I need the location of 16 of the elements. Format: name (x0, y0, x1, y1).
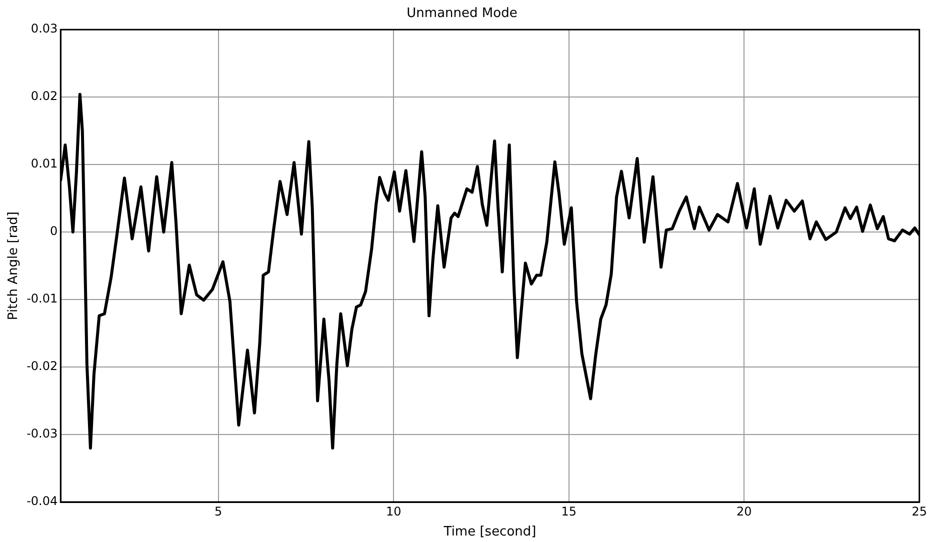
y-tick-label: -0.01 (26, 292, 58, 306)
y-tick-label: -0.04 (26, 494, 58, 508)
y-tick-label: 0.03 (30, 22, 58, 36)
x-tick-label: 10 (386, 504, 402, 518)
y-tick-label: 0.02 (30, 89, 58, 104)
y-tick-label: -0.02 (26, 359, 58, 374)
x-axis-title: Time [second] (442, 524, 536, 540)
x-tick-label: 15 (561, 504, 577, 518)
x-tick-label: 25 (912, 504, 928, 518)
y-tick-label: 0.01 (30, 156, 58, 171)
chart-title: Unmanned Mode (406, 6, 518, 22)
y-tick-label: 0 (50, 224, 58, 238)
y-axis-title: Pitch Angle [rad] (6, 211, 22, 320)
x-tick-label: 5 (214, 504, 222, 518)
x-tick-label: 20 (736, 504, 752, 518)
y-tick-label: -0.03 (26, 426, 58, 441)
